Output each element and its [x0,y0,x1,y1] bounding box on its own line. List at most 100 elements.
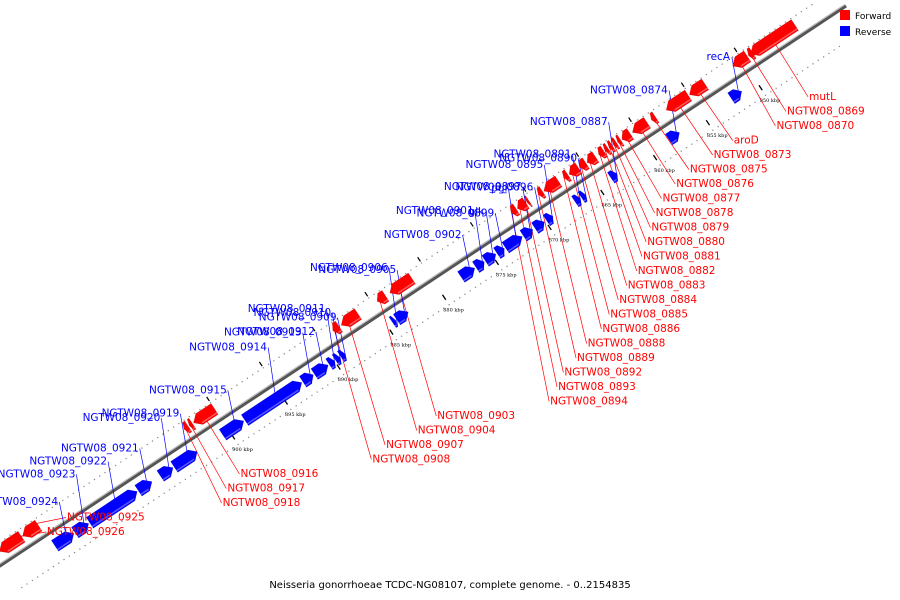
gene-arrow-arod[interactable] [689,78,710,97]
gene-label-reca[interactable]: recA [707,51,731,63]
gene-label-ngtw08_0911[interactable]: NGTW08_0911 [248,303,326,315]
gene-label-ngtw08_0876[interactable]: NGTW08_0876 [676,178,754,190]
gene-arrow-ngtw08_0912[interactable] [310,363,329,380]
gene-label-ngtw08_0924[interactable]: NGTW08_0924 [0,496,58,508]
gene-arrow-ngtw08_0882[interactable] [597,145,608,159]
gene-arrow-ngtw08_0925[interactable] [22,519,43,538]
gene-label-ngtw08_0873[interactable]: NGTW08_0873 [714,149,792,161]
gene-arrow-ngtw08_0874[interactable] [665,130,680,146]
gene-label-ngtw08_0912[interactable]: NGTW08_0912 [237,326,315,338]
gene-arrow-glk[interactable] [481,251,497,267]
gene-arrow-ngtw08_0919[interactable] [170,449,198,473]
gene-label-ngtw08_0902[interactable]: NGTW08_0902 [384,229,462,241]
gene-arrow-ngtw08_0906[interactable] [388,315,398,329]
gene-arrow-ngtw08_0886[interactable] [562,169,572,183]
gene-arrow-ngtw08_0911[interactable] [325,356,336,370]
gene-label-ngtw08_0906[interactable]: NGTW08_0906 [310,262,388,274]
gene-label-ngtw08_0914[interactable]: NGTW08_0914 [189,342,267,354]
gene-label-ngtw08_0916[interactable]: NGTW08_0916 [241,468,319,480]
gene-arrow-ngtw08_0905[interactable] [392,310,409,326]
gene-arrow-ngtw08_0873[interactable] [665,89,693,112]
gene-label-arod[interactable]: aroD [734,135,759,147]
gene-label-ngtw08_0922[interactable]: NGTW08_0922 [29,456,107,468]
gene-arrow-ngtw08_0913[interactable] [299,372,314,388]
gene-label-ngtw08_0877[interactable]: NGTW08_0877 [663,193,741,205]
gene-arrow-ngtw08_0907[interactable] [340,308,362,327]
gene-arrow-ngtw08_0922[interactable] [85,489,138,529]
gene-arrow-ngtw08_0901[interactable] [472,258,485,273]
gene-arrow-ngtw08_0894[interactable] [509,203,521,217]
gene-label-ngtw08_0896[interactable]: NGTW08_0896 [456,181,534,193]
gene-arrow-ngtw08_0899[interactable] [493,245,505,259]
gene-label-ngtw08_0899[interactable]: NGTW08_0899 [416,207,494,219]
gene-arrow-ngtw08_0876[interactable] [632,117,652,135]
gene-label-ngtw08_0884[interactable]: NGTW08_0884 [619,294,697,306]
gene-label-mutl[interactable]: mutL [809,91,836,103]
gene-arrow-ngtw08_0887[interactable] [607,170,618,184]
gene-label-ngtw08_0882[interactable]: NGTW08_0882 [638,265,716,277]
gene-label-ngtw08_0917[interactable]: NGTW08_0917 [227,483,305,495]
gene-label-ngtw08_0895[interactable]: NGTW08_0895 [466,159,544,171]
gene-arrow-ngtw08_0909[interactable] [336,349,347,363]
gene-label-ngtw08_0905[interactable]: NGTW08_0905 [318,264,396,276]
gene-arrow-ngtw08_0892[interactable] [524,195,533,208]
gene-arrow-ngtw08_0904[interactable] [376,290,390,305]
gene-arrow-ngtw08_0895[interactable] [542,212,554,227]
gene-arrow-ngtw08_0884[interactable] [579,157,590,171]
gene-label-ngtw08_0878[interactable]: NGTW08_0878 [656,207,734,219]
gene-label-ngtw08_0875[interactable]: NGTW08_0875 [690,164,768,176]
gene-label-ngtw08_0883[interactable]: NGTW08_0883 [628,280,706,292]
gene-arrow-ngtw08_0918[interactable] [182,420,193,434]
gene-label-ngtw08_0890[interactable]: NGTW08_0890 [499,152,577,164]
gene-arrow-reca[interactable] [727,89,742,104]
gene-arrow-ngtw08_0924[interactable] [51,531,75,552]
gene-arrow-ngtw08_0908[interactable] [332,320,343,335]
gene-arrow-ngtw08_0879[interactable] [611,137,621,150]
gene-label-ngtw08_0888[interactable]: NGTW08_0888 [588,338,666,350]
gene-label-ngtw08_0919[interactable]: NGTW08_0919 [102,408,180,420]
gene-arrow-ngtw08_0893[interactable] [517,197,530,212]
gene-label-ngtw08_0887[interactable]: NGTW08_0887 [530,116,608,128]
gene-arrow-ngtw08_0910[interactable] [331,353,342,366]
gene-label-pgi[interactable]: pgi [491,183,507,195]
gene-label-ngtw08_0897[interactable]: NGTW08_0897 [444,181,522,193]
gene-label-ngtw08_0918[interactable]: NGTW08_0918 [223,497,301,509]
gene-arrow-ngtw08_0870[interactable] [732,50,752,68]
gene-label-glk[interactable]: glk [469,206,486,218]
gene-arrow-ngtw08_0883[interactable] [586,151,600,166]
gene-label-ngtw08_0920[interactable]: NGTW08_0920 [83,412,161,424]
gene-label-ngtw08_0910[interactable]: NGTW08_0910 [253,307,331,319]
gene-label-ngtw08_0879[interactable]: NGTW08_0879 [651,222,729,234]
gene-label-ngtw08_0901[interactable]: NGTW08_0901 [396,205,474,217]
gene-label-ngtw08_0889[interactable]: NGTW08_0889 [577,352,655,364]
gene-arrow-ngtw08_0923[interactable] [71,521,89,539]
gene-label-ngtw08_0923[interactable]: NGTW08_0923 [0,468,75,480]
gene-arrow-ngtw08_0916[interactable] [193,403,219,425]
gene-arrow-ngtw08_0891[interactable] [571,194,582,208]
gene-arrow-ngtw08_0903[interactable] [389,272,416,295]
gene-label-ngtw08_0926[interactable]: NGTW08_0926 [47,526,125,538]
gene-label-ngtw08_0886[interactable]: NGTW08_0886 [602,323,680,335]
gene-arrow-ngtw08_0889[interactable] [536,186,547,199]
gene-arrow-ngtw08_0881[interactable] [602,142,612,156]
gene-arrow-ngtw08_0869[interactable] [746,47,757,60]
gene-label-ngtw08_0913[interactable]: NGTW08_0913 [224,327,302,339]
gene-arrow-ngtw08_0921[interactable] [134,479,153,497]
gene-label-ngtw08_0891[interactable]: NGTW08_0891 [494,148,572,160]
gene-arrow-pgi[interactable] [501,234,523,254]
gene-arrow-ngtw08_0878[interactable] [615,134,625,147]
gene-label-ngtw08_0907[interactable]: NGTW08_0907 [386,439,464,451]
gene-arrow-ngtw08_0880[interactable] [606,140,617,153]
gene-label-ngtw08_0869[interactable]: NGTW08_0869 [787,106,865,118]
gene-arrow-ngtw08_0917[interactable] [187,417,197,431]
gene-arrow-ngtw08_0890[interactable] [577,190,588,204]
gene-label-ngtw08_0885[interactable]: NGTW08_0885 [610,309,688,321]
gene-arrow-ngtw08_0902[interactable] [457,266,476,283]
gene-arrow-ngtw08_0897[interactable] [519,227,534,242]
gene-arrow-ngtw08_0914[interactable] [240,380,303,426]
gene-label-ngtw08_0874[interactable]: NGTW08_0874 [590,84,668,96]
gene-label-ngtw08_0925[interactable]: NGTW08_0925 [67,512,145,524]
gene-arrow-ngtw08_0877[interactable] [621,128,635,143]
gene-label-ngtw08_0904[interactable]: NGTW08_0904 [418,425,496,437]
gene-arrow-ngtw08_0875[interactable] [649,111,660,125]
